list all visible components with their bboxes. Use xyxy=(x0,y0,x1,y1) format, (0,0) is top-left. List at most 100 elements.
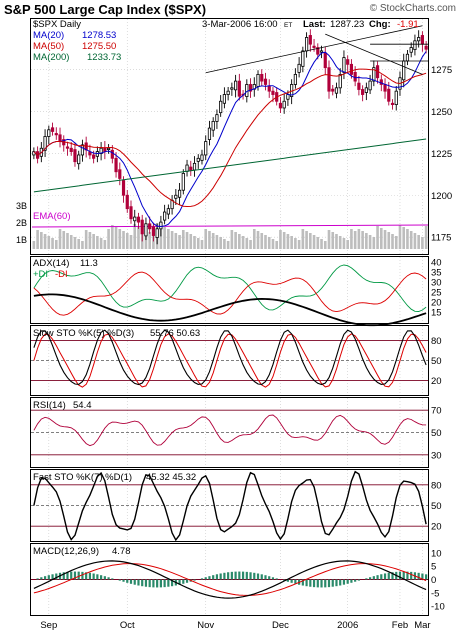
chart-title: S&P 500 Large Cap Index ($SPX) xyxy=(4,2,206,17)
volume-axis-label-3b: 3B xyxy=(16,201,27,211)
candle-body xyxy=(331,88,335,92)
rsi-panel xyxy=(30,397,429,468)
candle-body xyxy=(342,57,346,73)
volume-bar xyxy=(323,241,327,249)
indicator-y-tick: 15 xyxy=(431,308,442,319)
volume-bar xyxy=(133,224,137,249)
volume-bar xyxy=(84,230,88,249)
indicator-y-tick: -5 xyxy=(431,588,439,599)
volume-bar xyxy=(305,231,308,249)
volume-bar xyxy=(267,237,271,249)
volume-bar xyxy=(331,232,335,249)
x-tick-label: Nov xyxy=(197,620,214,631)
macd-legend-label: MACD(12,26,9) xyxy=(33,546,99,557)
volume-bar xyxy=(215,235,219,249)
candle-body xyxy=(267,86,271,92)
x-tick-label: 2006 xyxy=(337,620,358,631)
ma50-legend-value: 1275.50 xyxy=(82,41,116,52)
candle-body xyxy=(230,87,234,90)
adx-line xyxy=(33,293,427,327)
volume-bar xyxy=(413,233,417,249)
volume-bar xyxy=(196,238,200,249)
candle-body xyxy=(163,211,167,221)
volume-bar xyxy=(376,226,379,249)
volume-bar xyxy=(409,231,413,249)
indicator-y-tick: 70 xyxy=(431,406,442,417)
last-label: Last: xyxy=(303,19,326,30)
slow-sto-k-line xyxy=(33,329,427,386)
minus-di-legend: -DI xyxy=(55,269,68,280)
chg-value: -1.91 xyxy=(397,19,419,30)
adx-legend-label: ADX(14) xyxy=(33,258,69,269)
indicator-y-tick: 40 xyxy=(431,258,442,269)
volume-bar xyxy=(335,234,338,249)
volume-bar xyxy=(62,231,66,249)
candle-body xyxy=(207,127,212,140)
volume-bar xyxy=(406,229,409,249)
x-tick-label: Dec xyxy=(272,620,289,631)
candle-body xyxy=(368,80,372,91)
last-value: 1287.23 xyxy=(330,19,364,30)
volume-bar xyxy=(152,234,155,249)
volume-bar xyxy=(223,239,226,249)
candle-body xyxy=(65,146,70,149)
candle-body xyxy=(222,94,226,104)
candle-body xyxy=(372,67,376,82)
candle-body xyxy=(77,154,81,165)
candle-body xyxy=(308,35,312,45)
x-tick-label: Mar xyxy=(414,620,430,631)
volume-bar xyxy=(96,236,99,249)
volume-bar xyxy=(129,235,133,249)
candle-body xyxy=(390,102,395,106)
volume-bar xyxy=(252,229,256,249)
volume-bar xyxy=(424,226,428,249)
volume-bar xyxy=(402,227,406,249)
candle-body xyxy=(338,73,342,89)
volume-bar xyxy=(69,235,73,249)
volume-bar xyxy=(309,233,312,249)
indicator-y-tick: 30 xyxy=(431,450,442,461)
volume-bar xyxy=(294,238,297,249)
candle-body xyxy=(424,45,428,50)
candle-body xyxy=(106,147,111,150)
candle-body xyxy=(234,80,238,91)
candle-body xyxy=(177,189,182,198)
volume-bar xyxy=(137,226,140,249)
indicator-y-tick: 20 xyxy=(431,522,442,533)
fast-sto-legend-label: Fast STO %K(7) %D(1) xyxy=(33,472,132,483)
volume-bar xyxy=(279,230,282,249)
candle-body xyxy=(346,59,350,65)
candle-body xyxy=(304,37,309,52)
volume-bar xyxy=(88,232,92,249)
candle-body xyxy=(73,149,77,163)
fast-sto-legend-value: 45.32 45.32 xyxy=(146,472,196,483)
candle-body xyxy=(263,78,268,85)
volume-bar xyxy=(181,230,185,249)
candle-body xyxy=(88,151,92,156)
volume-bar xyxy=(256,231,260,249)
indicator-y-tick: 5 xyxy=(431,562,436,573)
candle-body xyxy=(271,90,275,95)
volume-bar xyxy=(36,230,39,249)
x-tick-label: Oct xyxy=(120,620,135,631)
chg-label: Chg: xyxy=(369,19,391,30)
candle-body xyxy=(181,173,185,191)
rsi-line xyxy=(33,414,427,447)
time-zone: ET xyxy=(284,22,292,29)
ema60-line xyxy=(31,224,429,228)
candle-body xyxy=(293,73,297,85)
x-tick-label: Feb xyxy=(392,620,408,631)
volume-bar xyxy=(163,227,166,249)
candle-body xyxy=(155,228,159,238)
candle-body xyxy=(192,162,197,171)
candle-body xyxy=(133,216,137,222)
candle-body xyxy=(248,84,253,92)
slow-sto-legend-value: 55.76 50.63 xyxy=(150,328,200,339)
volume-bar xyxy=(99,238,103,249)
candle-body xyxy=(260,73,264,82)
candle-body xyxy=(334,87,339,94)
volume-bar xyxy=(189,234,193,249)
candle-body xyxy=(409,47,413,53)
volume-bar xyxy=(260,233,264,249)
volume-bar xyxy=(58,229,62,249)
